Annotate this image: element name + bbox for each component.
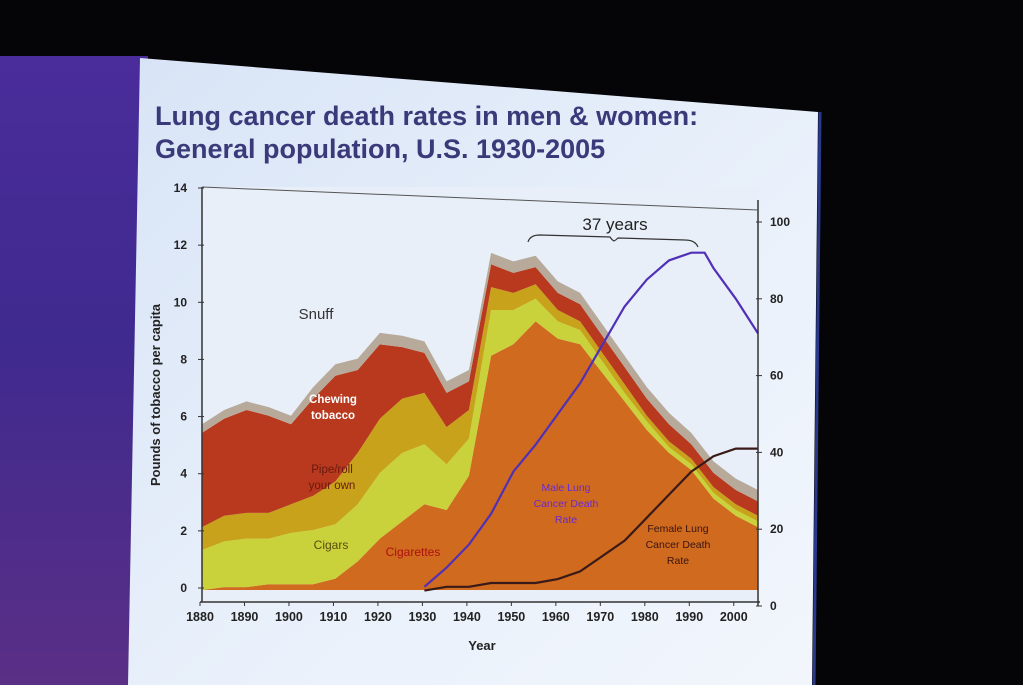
label-male-rate: Male Lung Cancer Death Rate [534, 482, 599, 526]
label-37-years: 37 years [582, 215, 647, 234]
y-tick-label: 4 [180, 467, 187, 481]
x-tick-label: 1920 [364, 610, 392, 624]
area-pipe-roll-your-own [202, 284, 758, 550]
y-right-tick-label: 80 [770, 292, 784, 306]
y-tick-label: 12 [174, 238, 188, 252]
y-tick-label: 10 [174, 295, 188, 309]
bracket-37-years [527, 234, 699, 248]
label-cigars: Cigars [314, 538, 349, 552]
label-female-rate: Female Lung Cancer Death Rate [646, 523, 711, 567]
y-tick-label: 14 [174, 181, 188, 195]
projector-background [0, 56, 148, 685]
y-tick-label: 8 [180, 352, 187, 366]
y-tick-label: 6 [180, 410, 187, 424]
label-snuff: Snuff [299, 306, 335, 323]
x-tick-label: 1950 [497, 610, 525, 624]
y-tick-label: 2 [180, 524, 187, 538]
screen-right-edge [812, 111, 822, 685]
x-tick-label: 1930 [408, 610, 436, 624]
y-axis-ticks: 0 2 4 6 8 10 12 14 [174, 181, 204, 595]
label-chewing-tobacco: Chewing tobacco [309, 394, 357, 422]
y-axis-label: Pounds of tobacco per capita [148, 303, 163, 486]
male-death-rate-line [423, 251, 759, 588]
slide-title-line1: Lung cancer death rates in men & women: [155, 101, 699, 131]
stacked-areas [202, 252, 758, 590]
area-cigars [202, 298, 758, 590]
plot-top-line [201, 186, 759, 211]
y-axis-right-ticks: 0 20 40 60 80 100 [756, 215, 790, 613]
x-tick-label: 1970 [586, 610, 614, 624]
area-cigarettes [202, 321, 758, 590]
slide-title: Lung cancer death rates in men & women: … [155, 100, 795, 166]
y-right-tick-label: 20 [770, 522, 784, 536]
y-right-tick-label: 40 [770, 445, 784, 459]
x-tick-label: 2000 [720, 610, 748, 624]
x-tick-label: 1960 [542, 610, 570, 624]
female-death-rate-line [424, 447, 758, 592]
y-tick-label: 0 [180, 581, 187, 595]
y-right-tick-label: 100 [770, 215, 790, 229]
slide-title-line2: General population, U.S. 1930-2005 [155, 134, 606, 164]
area-chewing-tobacco [202, 264, 758, 528]
x-tick-label: 1880 [186, 610, 214, 624]
x-tick-label: 1940 [453, 610, 481, 624]
x-axis-label: Year [468, 638, 495, 653]
x-tick-label: 1910 [320, 610, 348, 624]
label-cigarettes: Cigarettes [386, 545, 441, 559]
label-pipe-roll: Pipe/roll your own [309, 464, 356, 492]
x-tick-label: 1990 [675, 610, 703, 624]
x-tick-label: 1890 [231, 610, 259, 624]
x-tick-label: 1900 [275, 610, 303, 624]
y-right-tick-label: 0 [770, 599, 777, 613]
x-tick-label: 1980 [631, 610, 659, 624]
death-rate-lines [423, 251, 759, 592]
y-right-tick-label: 60 [770, 369, 784, 383]
x-axis-ticks: 1880 1890 1900 1910 1920 1930 1940 1950 1960 1970… [186, 602, 748, 624]
